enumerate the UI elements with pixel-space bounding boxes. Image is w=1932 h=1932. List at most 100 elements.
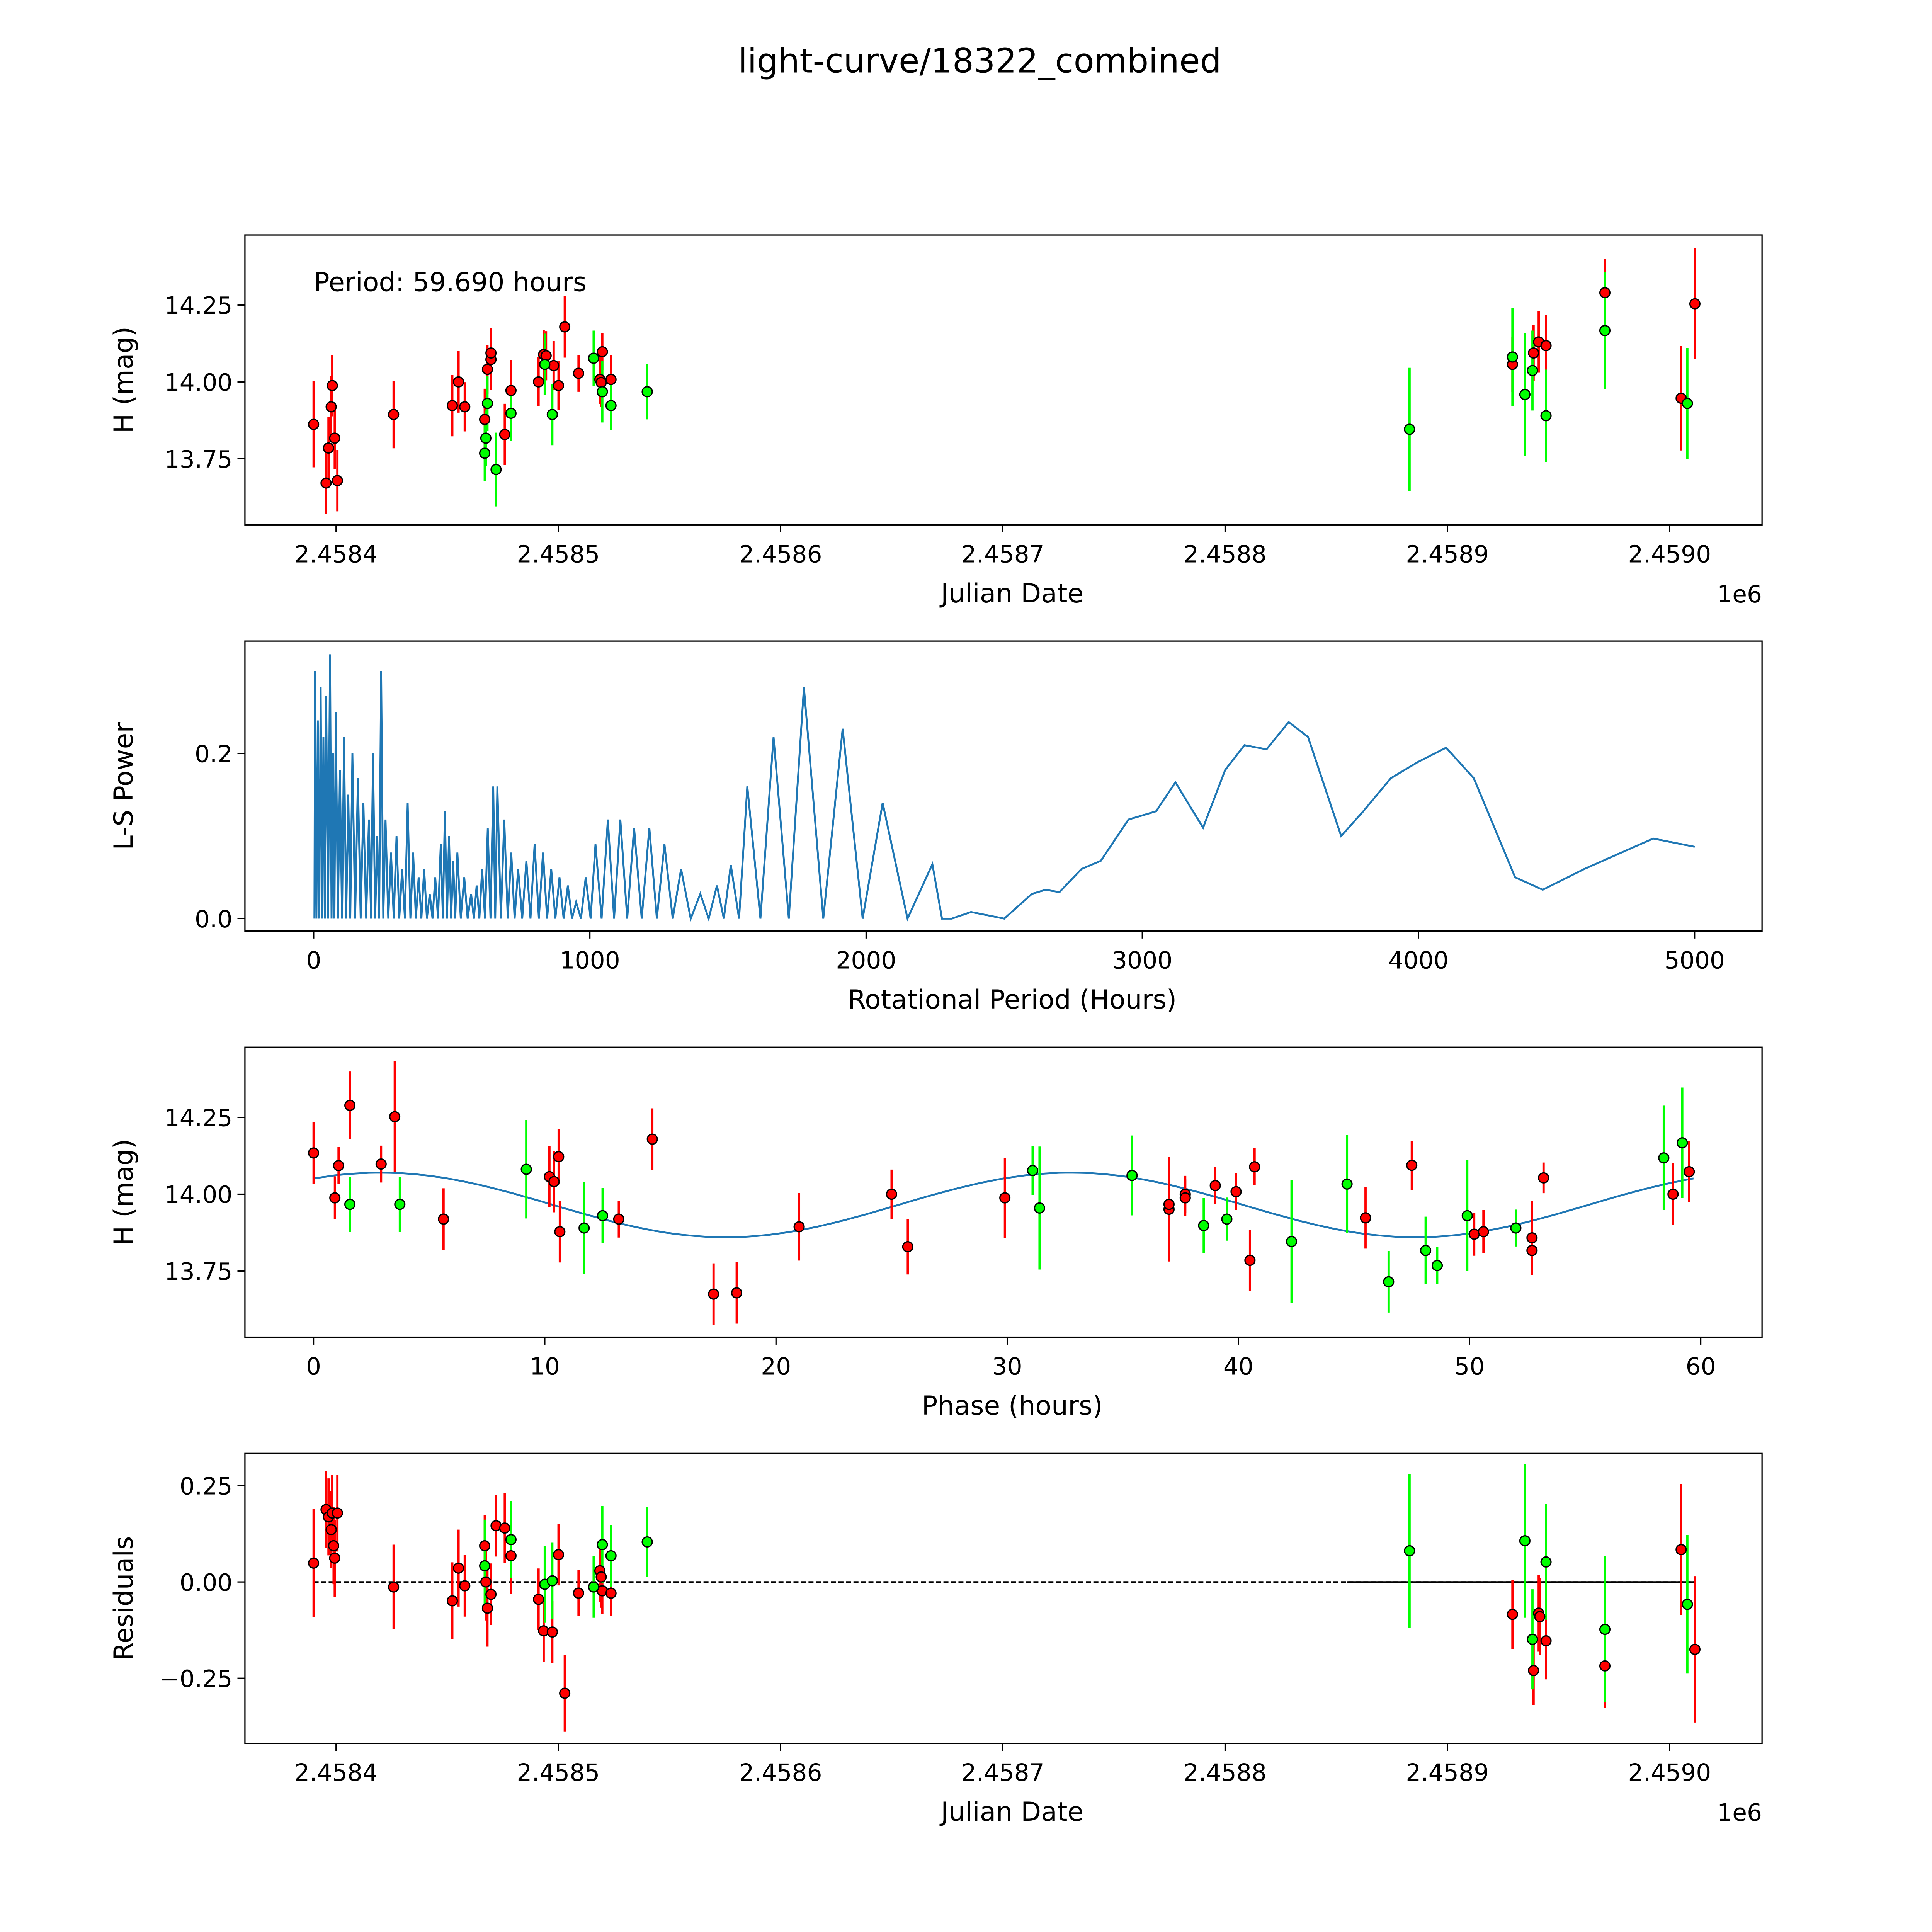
plot-area — [308, 1464, 1701, 1732]
green-data-point — [588, 352, 599, 364]
x-tick-label: 2.4585 — [517, 541, 600, 568]
x-tick-label: 2.4587 — [961, 541, 1044, 568]
green-data-point — [344, 1199, 356, 1210]
red-data-point — [438, 1213, 449, 1225]
x-tick-label: 1000 — [560, 947, 620, 974]
y-tick-label: 0.0 — [195, 906, 233, 933]
x-tick-label: 2.4587 — [961, 1759, 1044, 1787]
red-data-point — [325, 1524, 337, 1536]
figure-title: light-curve/18322_combined — [738, 41, 1221, 81]
red-data-point — [1249, 1161, 1260, 1173]
axes-frame — [244, 1452, 1763, 1744]
red-data-point — [573, 1587, 584, 1599]
x-tick-label: 2.4590 — [1628, 1759, 1711, 1787]
green-data-point — [641, 386, 653, 398]
x-tick-label: 40 — [1223, 1353, 1253, 1381]
green-data-point — [1027, 1165, 1038, 1176]
red-data-point — [1244, 1255, 1256, 1266]
red-data-point — [533, 376, 544, 388]
panel-phased: 0 10 20 30 40 50 60 13.75 14.00 14.25 Phase (hours… — [109, 1046, 1763, 1421]
red-data-point — [999, 1192, 1011, 1204]
y-tick-label: 14.25 — [165, 1104, 233, 1132]
red-data-point — [605, 1587, 617, 1599]
green-data-point — [1682, 1599, 1693, 1610]
y-tick-label: 0.2 — [195, 740, 233, 768]
green-data-point — [539, 359, 551, 370]
model-fit-curve — [313, 1172, 1694, 1238]
red-data-point — [605, 374, 617, 385]
red-data-point — [499, 1522, 510, 1534]
red-data-point — [1528, 347, 1539, 359]
x-tick-label: 2.4589 — [1406, 1759, 1489, 1787]
red-data-point — [646, 1133, 658, 1145]
green-data-point — [479, 447, 491, 459]
green-data-point — [1519, 389, 1531, 400]
green-data-point — [1599, 325, 1611, 337]
y-tick-label: 14.00 — [165, 369, 233, 396]
x-tick-label: 10 — [530, 1353, 560, 1381]
green-data-point — [1034, 1202, 1045, 1214]
red-data-point — [329, 1552, 340, 1564]
red-data-point — [1540, 340, 1552, 352]
green-data-point — [1599, 1624, 1611, 1635]
x-tick-label: 2.4588 — [1184, 1759, 1267, 1787]
red-data-point — [533, 1594, 544, 1605]
axes-frame — [244, 640, 1763, 932]
red-data-point — [553, 1151, 565, 1163]
y-axis-label: Residuals — [109, 1536, 139, 1660]
red-data-point — [327, 380, 338, 391]
y-tick-label: −0.25 — [160, 1665, 232, 1693]
y-tick-label: 0.25 — [180, 1473, 233, 1500]
red-data-point — [708, 1288, 719, 1300]
green-data-point — [597, 1539, 608, 1551]
x-tick-label: 0 — [306, 947, 321, 974]
green-data-point — [505, 407, 517, 419]
red-data-point — [389, 1111, 401, 1122]
red-data-point — [459, 1580, 471, 1592]
x-tick-label: 2.4589 — [1406, 541, 1489, 568]
red-data-point — [446, 400, 458, 412]
red-data-point — [1209, 1180, 1221, 1191]
green-data-point — [1519, 1535, 1531, 1547]
red-data-point — [1526, 1245, 1538, 1256]
red-data-point — [1534, 1611, 1546, 1622]
red-data-point — [388, 409, 400, 420]
red-data-point — [325, 401, 337, 413]
green-data-point — [1420, 1245, 1432, 1256]
red-data-point — [1468, 1228, 1480, 1240]
red-data-point — [481, 1602, 493, 1614]
y-tick-label: 14.25 — [165, 292, 233, 320]
x-tick-label: 2.4590 — [1628, 541, 1711, 568]
plot-area — [308, 1061, 1695, 1325]
plot-area — [313, 654, 1695, 922]
red-data-point — [332, 1507, 343, 1519]
red-data-point — [323, 442, 334, 454]
y-axis-label: H (mag) — [109, 327, 139, 434]
red-data-point — [595, 1571, 607, 1583]
y-axis-label: L-S Power — [109, 722, 139, 850]
red-data-point — [328, 1540, 339, 1552]
red-data-point — [573, 367, 584, 379]
plot-area — [308, 248, 1701, 514]
red-data-point — [902, 1241, 913, 1253]
red-data-point — [1478, 1226, 1489, 1238]
green-data-point — [578, 1222, 590, 1234]
x-tick-label: 2.4586 — [739, 541, 822, 568]
red-data-point — [1406, 1160, 1418, 1171]
green-data-point — [1341, 1178, 1353, 1190]
red-data-point — [453, 376, 464, 388]
x-axis-label: Rotational Period (Hours) — [848, 985, 1177, 1015]
x-tick-label: 50 — [1454, 1353, 1485, 1381]
x-tick-label: 20 — [761, 1353, 791, 1381]
axes-frame — [244, 234, 1763, 526]
axes-frame — [244, 1046, 1763, 1338]
green-data-point — [546, 1575, 558, 1587]
red-data-point — [479, 1540, 491, 1552]
red-data-point — [446, 1595, 458, 1607]
y-axis-label: H (mag) — [109, 1139, 139, 1246]
x-offset-label: 1e6 — [1717, 581, 1762, 608]
x-tick-label: 60 — [1686, 1353, 1716, 1381]
green-data-point — [1404, 423, 1415, 435]
red-data-point — [499, 429, 510, 440]
